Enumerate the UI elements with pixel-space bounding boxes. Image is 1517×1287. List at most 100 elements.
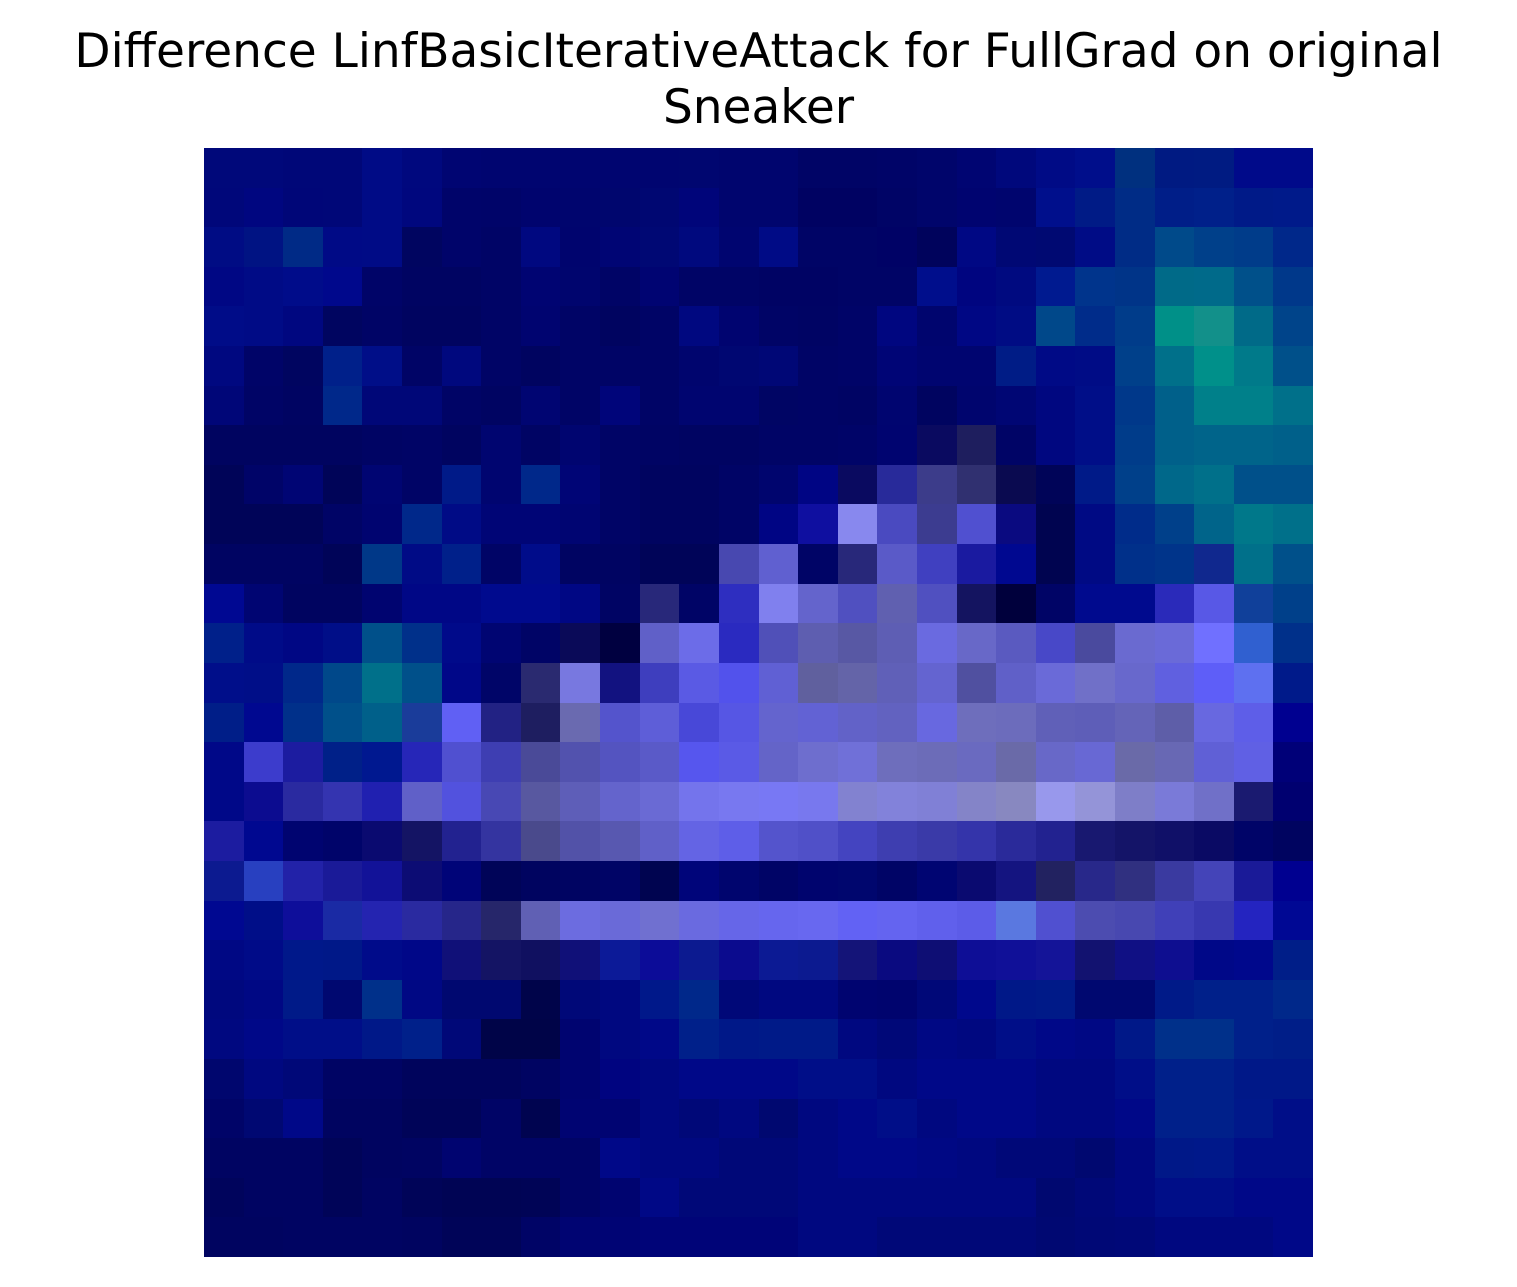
heatmap-cell xyxy=(679,227,719,267)
heatmap-cell xyxy=(1154,979,1195,1020)
heatmap-cell xyxy=(1154,1217,1195,1257)
heatmap-cell xyxy=(283,1138,323,1178)
heatmap-cell xyxy=(204,781,244,822)
heatmap-cell xyxy=(718,227,759,267)
heatmap-cell xyxy=(560,425,601,465)
heatmap-cell xyxy=(956,425,997,465)
heatmap-cell xyxy=(560,1217,601,1257)
heatmap-cell xyxy=(1233,662,1274,703)
heatmap-cell xyxy=(520,504,561,545)
heatmap-cell xyxy=(1075,1058,1115,1099)
heatmap-cell xyxy=(718,742,759,782)
heatmap-cell xyxy=(877,1217,917,1257)
heatmap-cell xyxy=(441,1217,482,1257)
heatmap-cell xyxy=(1233,702,1274,743)
heatmap-cell xyxy=(996,979,1036,1020)
heatmap-cell xyxy=(1154,1177,1195,1218)
heatmap-cell xyxy=(1273,346,1313,386)
heatmap-cell xyxy=(679,266,719,307)
heatmap-cell xyxy=(322,464,363,505)
heatmap-cell xyxy=(441,662,482,703)
heatmap-cell xyxy=(283,623,323,663)
heatmap-cell xyxy=(481,227,521,267)
heatmap-cell xyxy=(1233,1138,1274,1178)
heatmap-cell xyxy=(243,860,284,901)
heatmap-cell xyxy=(956,1138,997,1178)
heatmap-cell xyxy=(600,464,640,505)
heatmap-cell xyxy=(600,979,640,1020)
heatmap-cell xyxy=(956,900,997,941)
heatmap-cell xyxy=(916,306,957,347)
heatmap-cell xyxy=(243,227,284,267)
heatmap-cell xyxy=(1233,227,1274,267)
heatmap-cell xyxy=(1035,187,1076,228)
heatmap-cell xyxy=(1114,900,1155,941)
heatmap-cell xyxy=(758,940,799,980)
heatmap-cell xyxy=(243,1019,284,1059)
heatmap-cell xyxy=(1194,742,1234,782)
heatmap-cell xyxy=(956,821,997,861)
heatmap-cell xyxy=(600,544,640,584)
heatmap-cell xyxy=(798,1058,838,1099)
heatmap-cell xyxy=(560,504,601,545)
heatmap-cell xyxy=(362,781,403,822)
heatmap-cell xyxy=(481,940,521,980)
heatmap-cell xyxy=(1273,504,1313,545)
heatmap-cell xyxy=(204,425,244,465)
heatmap-cell xyxy=(243,187,284,228)
heatmap-cell xyxy=(837,623,878,663)
heatmap-cell xyxy=(956,544,997,584)
heatmap-cell xyxy=(1114,1177,1155,1218)
heatmap-cell xyxy=(639,742,680,782)
heatmap-cell xyxy=(283,821,323,861)
heatmap-cell xyxy=(441,266,482,307)
heatmap-cell xyxy=(322,860,363,901)
heatmap-cell xyxy=(1114,544,1155,584)
heatmap-cell xyxy=(441,940,482,980)
heatmap-cell xyxy=(996,385,1036,426)
heatmap-cell xyxy=(1114,227,1155,267)
heatmap-cell xyxy=(798,702,838,743)
heatmap-cell xyxy=(996,742,1036,782)
heatmap-cell xyxy=(916,940,957,980)
heatmap-cell xyxy=(1114,266,1155,307)
heatmap-cell xyxy=(1035,821,1076,861)
heatmap-cell xyxy=(1114,1098,1155,1139)
heatmap-cell xyxy=(283,662,323,703)
heatmap-cell xyxy=(1035,385,1076,426)
heatmap-cell xyxy=(441,742,482,782)
heatmap-cell xyxy=(520,1098,561,1139)
heatmap-cell xyxy=(639,623,680,663)
heatmap-cell xyxy=(243,623,284,663)
heatmap-cell xyxy=(204,900,244,941)
heatmap-cell xyxy=(322,306,363,347)
heatmap-cell xyxy=(481,266,521,307)
heatmap-cell xyxy=(798,1019,838,1059)
heatmap-cell xyxy=(916,979,957,1020)
heatmap-cell xyxy=(204,1019,244,1059)
heatmap-cell xyxy=(600,266,640,307)
heatmap-cell xyxy=(560,1019,601,1059)
heatmap-cell xyxy=(322,346,363,386)
heatmap-cell xyxy=(243,1098,284,1139)
heatmap-cell xyxy=(1114,306,1155,347)
heatmap-cell xyxy=(996,702,1036,743)
heatmap-cell xyxy=(679,1138,719,1178)
heatmap-cell xyxy=(837,148,878,188)
heatmap-cell xyxy=(798,504,838,545)
heatmap-cell xyxy=(718,1217,759,1257)
heatmap-cell xyxy=(679,940,719,980)
heatmap-cell xyxy=(481,187,521,228)
heatmap-cell xyxy=(639,504,680,545)
heatmap-cell xyxy=(758,860,799,901)
heatmap-cell xyxy=(1154,662,1195,703)
heatmap-cell xyxy=(996,860,1036,901)
heatmap-cell xyxy=(758,187,799,228)
heatmap-cell xyxy=(916,860,957,901)
heatmap-cell xyxy=(837,940,878,980)
heatmap-cell xyxy=(1154,385,1195,426)
heatmap-cell xyxy=(996,623,1036,663)
heatmap-cell xyxy=(362,979,403,1020)
heatmap-cell xyxy=(916,346,957,386)
heatmap-cell xyxy=(283,266,323,307)
